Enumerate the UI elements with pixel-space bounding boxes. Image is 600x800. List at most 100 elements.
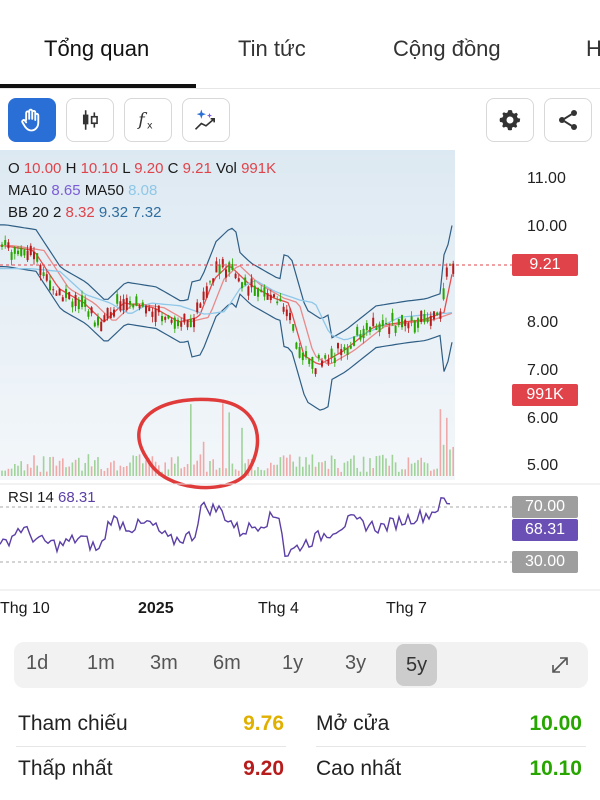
share-button[interactable] <box>544 98 592 142</box>
candle-body <box>279 298 282 302</box>
settings-button[interactable] <box>486 98 534 142</box>
candle-body <box>164 317 167 320</box>
chart-type-button[interactable] <box>66 98 114 142</box>
candle-body <box>157 305 160 313</box>
candle-body <box>234 273 237 279</box>
volume-bar <box>404 469 406 476</box>
high-price-label: Cao nhất <box>316 757 402 780</box>
volume-bar <box>289 454 291 476</box>
volume-bar <box>378 455 381 476</box>
expand-icon[interactable] <box>548 653 572 677</box>
range-5y[interactable]: 5y <box>396 644 438 686</box>
tab-more[interactable]: H <box>586 36 600 61</box>
ref-price-value: 9.76 <box>243 712 284 735</box>
candle-body <box>237 278 240 282</box>
candle-body <box>423 314 426 323</box>
candle-body <box>301 353 304 361</box>
volume-bar <box>4 470 6 476</box>
volume-bar <box>68 466 70 476</box>
price-chart[interactable]: O 10.00 H 10.10 L 9.20 C 9.21 Vol 991K M… <box>0 150 600 630</box>
candle-body <box>58 288 61 296</box>
volume-bar <box>241 427 243 476</box>
volume-bar <box>394 462 397 476</box>
candle-body <box>13 247 16 254</box>
candle-body <box>177 319 179 327</box>
candle-body <box>391 312 394 321</box>
volume-bar <box>209 461 211 476</box>
rsi-30-tag: 30.00 <box>512 551 578 573</box>
volume-bar <box>279 457 282 476</box>
volume-bar <box>346 461 349 476</box>
candle-body <box>4 240 7 245</box>
candle-body <box>359 334 362 340</box>
volume-bar <box>282 455 285 476</box>
candle-body <box>122 299 125 311</box>
stat-divider <box>316 746 586 747</box>
volume-bar <box>298 456 301 476</box>
volume-bar <box>71 462 74 476</box>
top-tab-bar: Tổng quan Tin tức Cộng đồng H <box>0 0 600 89</box>
volume-bar <box>30 467 32 476</box>
candle-body <box>330 348 333 358</box>
candle-body <box>135 296 138 306</box>
volume-bar <box>292 461 294 476</box>
bb-legend: BB 20 2 8.32 9.32 7.32 <box>8 204 162 221</box>
volume-bar <box>359 471 362 476</box>
volume-bar <box>330 455 333 476</box>
range-6m[interactable]: 6m <box>213 652 241 674</box>
candle-body <box>90 307 93 314</box>
candle-body <box>343 347 346 350</box>
range-3y[interactable]: 3y <box>345 652 367 674</box>
candle-body <box>311 356 314 369</box>
tab-community[interactable]: Cộng đồng <box>393 36 501 61</box>
volume-bar <box>170 457 173 476</box>
sparkle-chart-icon <box>194 109 215 130</box>
volume-bar <box>324 460 326 476</box>
range-1d[interactable]: 1d <box>26 652 49 674</box>
svg-text:x: x <box>147 121 153 132</box>
candle-body <box>404 319 407 327</box>
candle-body <box>125 297 128 310</box>
bb-upper-line <box>0 224 453 339</box>
candle-body <box>154 308 157 322</box>
time-tick: Thg 10 <box>0 600 50 617</box>
candle-body <box>247 286 250 296</box>
ai-analysis-button[interactable] <box>182 98 230 142</box>
volume-bar <box>49 457 51 476</box>
candle-body <box>372 317 375 327</box>
price-tick: 8.00 <box>527 314 559 331</box>
tab-news[interactable]: Tin tức <box>238 36 306 61</box>
volume-bar <box>126 465 128 476</box>
range-1y[interactable]: 1y <box>282 652 304 674</box>
volume-bar <box>113 460 115 476</box>
candle-body <box>417 318 419 328</box>
volume-bar <box>164 462 166 476</box>
candle-body <box>189 318 192 328</box>
candle-body <box>205 286 208 298</box>
volume-bar <box>426 463 429 476</box>
candle-body <box>167 315 170 319</box>
candle-body <box>193 317 195 328</box>
hand-icon <box>21 108 40 132</box>
volume-bar <box>337 467 339 476</box>
candle-body <box>132 304 135 308</box>
hand-tool-button[interactable] <box>8 98 56 142</box>
candle-body <box>337 343 339 349</box>
volume-bar <box>446 417 448 476</box>
candle-body <box>26 250 29 261</box>
candle-body <box>180 322 183 327</box>
gear-icon <box>499 110 521 131</box>
annotation-circle <box>137 397 260 490</box>
candle-body <box>365 323 368 331</box>
volume-bar <box>391 454 394 476</box>
candle-body <box>244 277 247 286</box>
volume-bar <box>302 466 304 476</box>
range-1m[interactable]: 1m <box>87 652 115 674</box>
candle-body <box>266 293 269 300</box>
volume-bar <box>36 465 38 476</box>
range-3m[interactable]: 3m <box>150 652 178 674</box>
volume-bar <box>58 460 61 476</box>
tab-overview[interactable]: Tổng quan <box>44 36 150 61</box>
volume-bar <box>193 464 195 476</box>
